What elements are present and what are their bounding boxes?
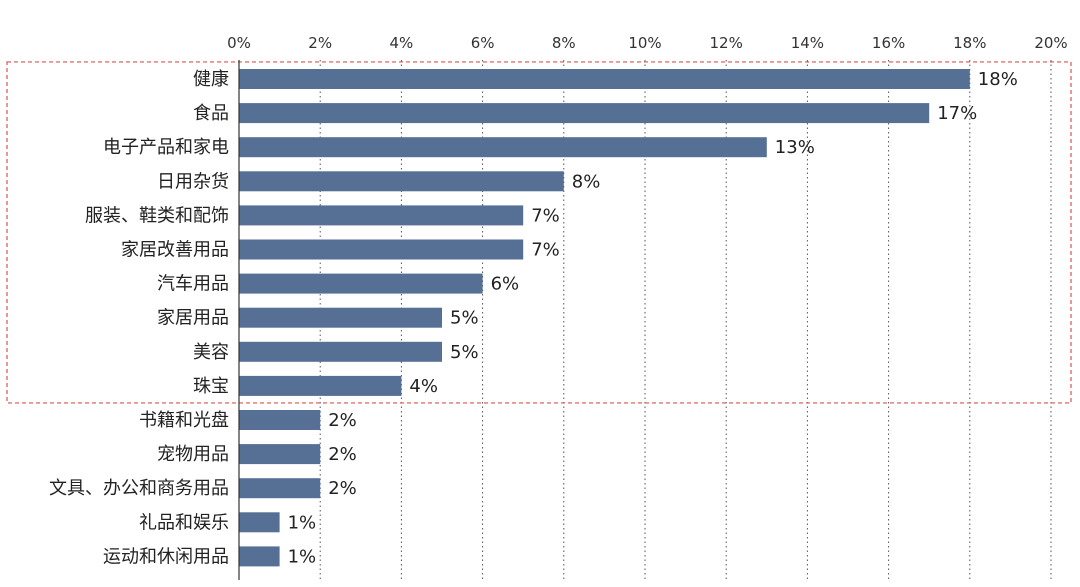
bars xyxy=(239,69,970,567)
bar xyxy=(239,273,483,294)
data-label: 1% xyxy=(288,546,317,567)
bar xyxy=(239,410,321,430)
bar xyxy=(239,103,930,124)
highlight-box xyxy=(6,61,1072,404)
category-label: 珠宝 xyxy=(193,376,229,397)
data-label: 5% xyxy=(450,308,479,329)
data-label: 17% xyxy=(937,103,977,124)
category-label: 健康 xyxy=(193,69,229,90)
category-labels: 健康食品电子产品和家电日用杂货服装、鞋类和配饰家居改善用品汽车用品家居用品美容珠… xyxy=(49,69,229,567)
data-label: 7% xyxy=(531,205,560,226)
data-label: 4% xyxy=(409,376,438,397)
x-tick-label: 14% xyxy=(791,34,824,52)
category-label: 家居用品 xyxy=(157,308,229,329)
x-tick-label: 10% xyxy=(628,34,661,52)
x-tick-label: 12% xyxy=(710,34,743,52)
data-label: 2% xyxy=(328,410,357,431)
x-tick-label: 0% xyxy=(227,34,251,52)
x-axis-ticks: 0% 2% 4% 6% 8% 10% 12% 14% 16% 18% 20% xyxy=(227,34,1068,52)
bar xyxy=(239,546,280,567)
data-label: 8% xyxy=(572,171,601,192)
bar xyxy=(239,69,970,89)
bar xyxy=(239,307,442,328)
x-tick-label: 16% xyxy=(872,34,905,52)
value-labels: 18%17% 13% 8% 7% 7% 6% 5% 5% 4% 2% 2% 2% 1% 1% xyxy=(288,69,1018,567)
category-label: 食品 xyxy=(193,103,229,124)
x-tick-label: 8% xyxy=(552,34,576,52)
category-label: 日用杂货 xyxy=(157,171,229,192)
data-label: 2% xyxy=(328,444,357,465)
category-label: 服装、鞋类和配饰 xyxy=(85,205,229,226)
category-label: 宠物用品 xyxy=(157,444,229,465)
bar xyxy=(239,512,280,533)
x-tick-label: 20% xyxy=(1034,34,1067,52)
bar xyxy=(239,239,524,260)
data-label: 1% xyxy=(288,512,317,533)
x-tick-label: 4% xyxy=(390,34,414,52)
data-label: 13% xyxy=(775,137,815,158)
category-label: 礼品和娱乐 xyxy=(139,512,229,533)
x-tick-label: 6% xyxy=(471,34,495,52)
data-label: 5% xyxy=(450,342,479,363)
bar xyxy=(239,171,564,192)
data-label: 7% xyxy=(531,240,560,261)
category-label: 美容 xyxy=(193,342,229,363)
highlight-region xyxy=(6,61,1072,404)
x-tick-label: 18% xyxy=(953,34,986,52)
category-label: 书籍和光盘 xyxy=(139,410,229,431)
bar xyxy=(239,375,402,396)
x-tick-label: 2% xyxy=(308,34,332,52)
data-label: 18% xyxy=(978,69,1018,90)
data-label: 6% xyxy=(491,274,520,295)
bar xyxy=(239,137,767,158)
category-label: 文具、办公和商务用品 xyxy=(49,478,229,499)
bar xyxy=(239,205,524,226)
bar xyxy=(239,478,321,499)
category-label: 汽车用品 xyxy=(157,274,229,295)
category-label: 电子产品和家电 xyxy=(103,137,229,158)
bar xyxy=(239,444,321,465)
data-label: 2% xyxy=(328,478,357,499)
category-label: 家居改善用品 xyxy=(121,240,229,261)
bar xyxy=(239,341,442,362)
category-label: 运动和休闲用品 xyxy=(103,546,229,567)
